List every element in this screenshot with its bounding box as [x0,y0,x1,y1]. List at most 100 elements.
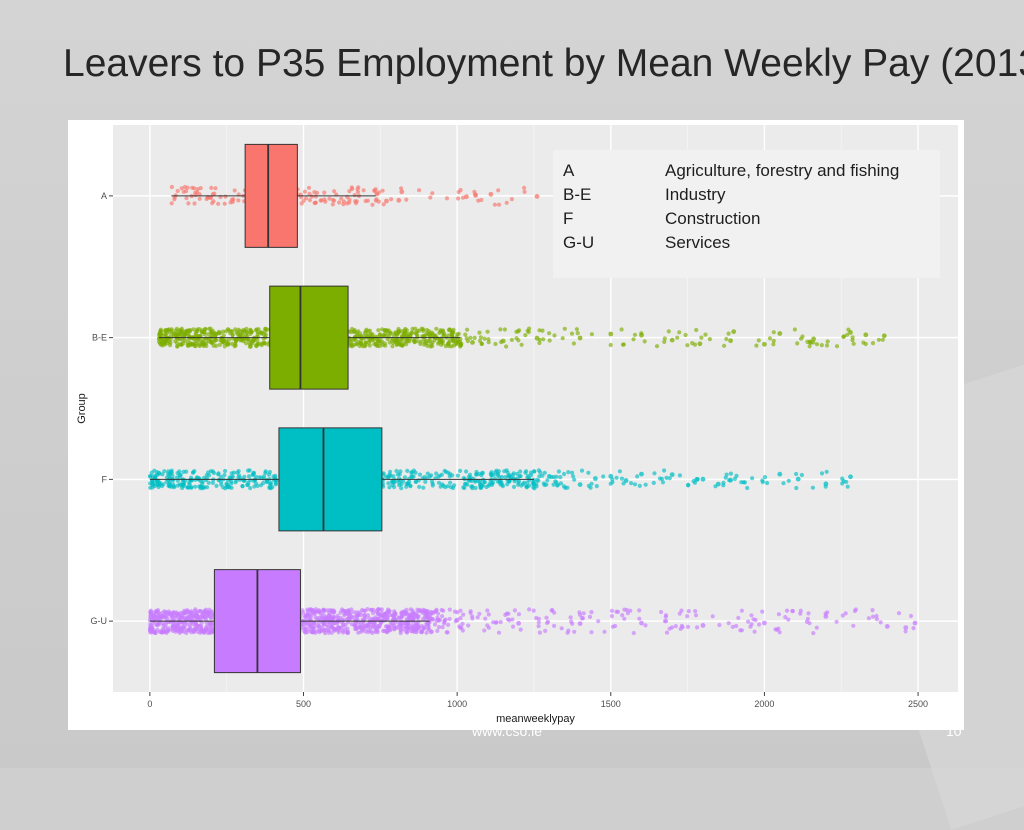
jitter-point [752,629,757,634]
jitter-point [544,615,549,620]
outlier-point [700,623,706,628]
jitter-point [462,482,468,487]
jitter-point [366,628,371,633]
legend-row-g-u: G-U Services [563,231,933,255]
x-tick-label: 2000 [754,699,774,709]
jitter-point [608,481,613,486]
jitter-point [226,342,231,347]
outlier-point [823,481,829,487]
jitter-point [452,343,457,348]
jitter-point [666,329,671,334]
jitter-point [911,626,916,631]
jitter-point [194,338,199,343]
jitter-point [380,343,386,348]
jitter-point [792,327,798,332]
jitter-point [422,340,428,345]
y-tick-label: G-U [91,616,108,626]
jitter-point [216,331,221,336]
jitter-point [767,336,773,341]
jitter-point [319,625,324,630]
jitter-point [482,336,487,341]
jitter-point [498,619,503,625]
jitter-point [643,623,648,628]
jitter-point [246,468,251,473]
jitter-point [236,469,241,474]
jitter-point [185,343,191,349]
box-b-e [269,285,349,390]
jitter-point [442,468,447,473]
jitter-point [412,624,417,629]
jitter-point [399,486,404,491]
jitter-point [776,612,782,617]
jitter-point [255,334,260,340]
jitter-point [574,327,579,332]
jitter-point [175,188,180,194]
jitter-point [394,468,399,474]
jitter-point [478,481,483,486]
jitter-point [409,470,414,475]
jitter-point [844,479,849,484]
x-tick-label: 500 [296,699,311,709]
jitter-point [378,337,383,342]
jitter-point [642,339,647,344]
jitter-point [348,616,353,621]
jitter-point [208,625,213,630]
jitter-point [181,469,186,474]
jitter-point [589,610,594,615]
footer-url[interactable]: www.cso.ie [472,723,543,739]
jitter-point [455,473,460,478]
jitter-point [811,631,816,636]
jitter-point [554,480,559,485]
jitter-point [425,614,430,619]
jitter-point [754,343,759,348]
x-tick-label: 0 [147,699,152,709]
jitter-point [572,477,577,482]
jitter-point [479,473,484,478]
jitter-point [824,469,829,474]
jitter-point [408,607,413,612]
jitter-point [374,609,379,614]
jitter-point [804,619,810,624]
jitter-point [148,611,153,616]
jitter-point [402,475,407,480]
jitter-point [399,482,404,487]
jitter-point [257,341,262,347]
jitter-point [370,337,375,342]
jitter-point [654,344,660,349]
legend-row-b-e: B-E Industry [563,183,933,207]
jitter-point [523,333,528,338]
jitter-point [458,342,463,348]
jitter-point [421,327,426,332]
jitter-point [614,609,619,614]
jitter-point [361,188,366,193]
jitter-point [387,625,392,630]
jitter-point [717,622,722,628]
jitter-point [184,189,189,194]
jitter-point [870,614,876,619]
jitter-point [370,202,375,207]
jitter-point [757,622,762,627]
jitter-point [450,330,455,335]
jitter-point [507,473,512,478]
jitter-point [609,614,615,619]
jitter-point [669,625,675,630]
jitter-point [174,625,179,630]
jitter-point [197,196,202,201]
jitter-point [568,615,573,620]
jitter-point [328,625,333,630]
jitter-point [421,485,426,490]
jitter-point [465,327,470,332]
jitter-point [170,473,175,478]
jitter-point [185,485,190,490]
jitter-point [386,330,391,335]
jitter-point [353,199,358,204]
jitter-point [444,196,450,201]
jitter-point [683,332,688,338]
jitter-point [377,618,382,623]
outlier-point [903,625,909,630]
jitter-point [468,335,473,340]
jitter-point [203,477,209,483]
jitter-point [405,338,410,344]
jitter-point [662,468,667,473]
jitter-point [302,189,307,194]
